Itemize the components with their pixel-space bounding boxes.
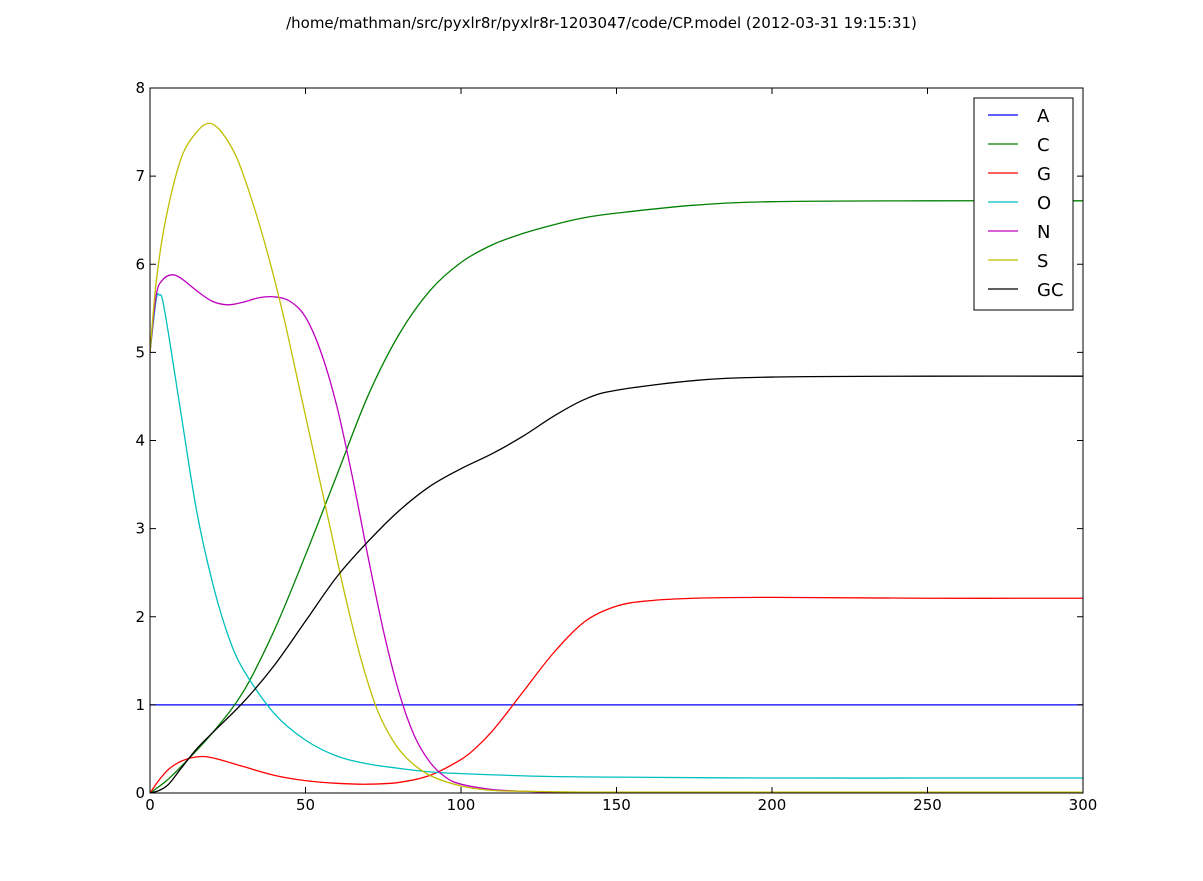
legend-label-gc: GC (1037, 280, 1064, 301)
legend-label-n: N (1037, 222, 1050, 243)
x-tick-label: 300 (1069, 796, 1098, 814)
legend-label-s: S (1037, 251, 1048, 272)
y-tick-label: 3 (135, 520, 145, 538)
chart-title: /home/mathman/src/pyxlr8r/pyxlr8r-120304… (286, 14, 917, 32)
plot-frame (149, 87, 1084, 794)
series-line-g (150, 596, 1083, 793)
series-line-o (150, 293, 1083, 779)
legend-label-o: O (1037, 193, 1051, 214)
series-line-s (150, 122, 1083, 793)
x-tick-label: 0 (145, 796, 155, 814)
y-tick-label: 7 (135, 167, 145, 185)
y-tick-label: 6 (135, 255, 145, 273)
series-line-c (150, 200, 1083, 793)
x-tick-label: 150 (602, 796, 631, 814)
x-tick-label: 50 (296, 796, 315, 814)
legend-label-a: A (1037, 106, 1050, 127)
y-tick-label: 4 (135, 432, 145, 450)
series-line-n (150, 274, 1083, 793)
legend-label-c: C (1037, 135, 1050, 156)
x-tick-label: 200 (758, 796, 787, 814)
axis-ticks: 0 50 100 150 200 250 300 0 1 2 3 4 5 6 7 8 (135, 79, 1097, 814)
x-tick-label: 250 (913, 796, 942, 814)
y-tick-label: 5 (135, 343, 145, 361)
series-layer (150, 122, 1083, 793)
legend-label-g: G (1037, 164, 1051, 185)
legend-box (973, 97, 1074, 311)
y-tick-label: 2 (135, 608, 145, 626)
x-tick-label: 100 (447, 796, 476, 814)
y-tick-label: 0 (135, 784, 145, 802)
series-line-gc (150, 375, 1083, 793)
y-tick-label: 8 (135, 79, 145, 97)
y-tick-label: 1 (135, 696, 145, 714)
